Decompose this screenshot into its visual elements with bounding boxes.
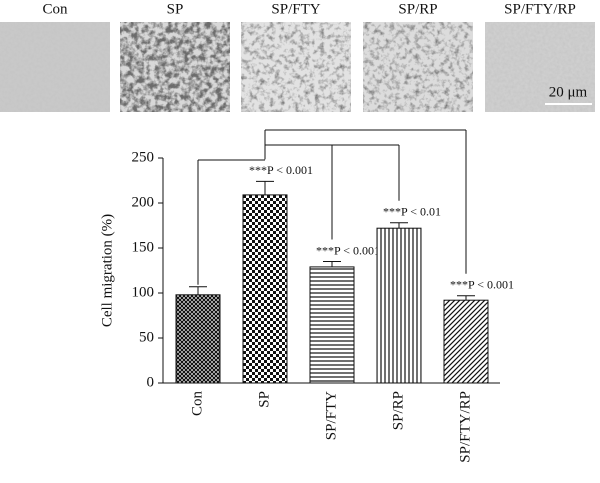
bar-chart: 0 50 100 150 200 250 Cell migration (%) Con SP **… bbox=[99, 129, 514, 463]
bar bbox=[309, 266, 355, 384]
y-axis-label: Cell migration (%) bbox=[99, 214, 115, 327]
x-tick-label: SP/FTY bbox=[323, 391, 339, 440]
panel-label: SP/RP bbox=[398, 1, 437, 17]
y-tick-label: 0 bbox=[147, 374, 155, 390]
y-tick-label: 200 bbox=[132, 194, 155, 210]
significance-label: ***P < 0.001 bbox=[450, 277, 514, 291]
micrograph-texture bbox=[241, 22, 351, 112]
x-tick-label: Con bbox=[189, 391, 205, 417]
panel-label: SP bbox=[167, 1, 184, 17]
micrograph-texture bbox=[485, 22, 595, 112]
significance-label: ***P < 0.01 bbox=[383, 205, 441, 219]
significance-label: ***P < 0.001 bbox=[249, 163, 313, 177]
y-tick-label: 150 bbox=[132, 239, 155, 255]
bar bbox=[443, 299, 489, 384]
bar bbox=[376, 227, 422, 384]
bar bbox=[242, 194, 288, 384]
bar bbox=[175, 294, 221, 384]
panel-label: SP/FTY/RP bbox=[504, 1, 576, 17]
y-tick-label: 250 bbox=[132, 149, 155, 165]
micrograph-texture bbox=[363, 22, 473, 112]
x-tick-label: SP bbox=[256, 391, 272, 408]
x-tick-label: SP/RP bbox=[390, 391, 406, 430]
micrograph-panels: Con SP SP/FTY SP/RP SP/FTY/RP 20 μm bbox=[0, 1, 595, 112]
y-tick-label: 100 bbox=[132, 284, 155, 300]
micrograph-texture bbox=[120, 22, 230, 112]
scale-bar-label: 20 μm bbox=[549, 84, 588, 100]
y-tick-label: 50 bbox=[139, 329, 154, 345]
significance-label: ***P < 0.001 bbox=[316, 243, 380, 257]
panel-label: Con bbox=[42, 1, 68, 17]
panel-label: SP/FTY bbox=[271, 1, 320, 17]
x-tick-label: SP/FTY/RP bbox=[457, 391, 473, 463]
micrograph-texture bbox=[0, 22, 110, 112]
